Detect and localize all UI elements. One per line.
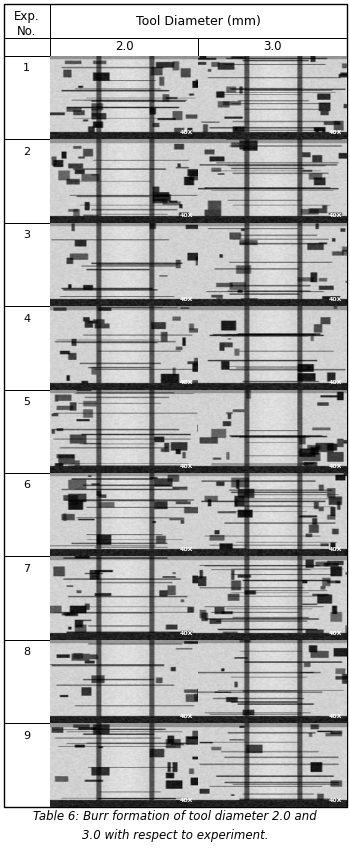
Bar [50,640,198,723]
Text: Table 6: Burr formation of tool diameter 2.0 and: Table 6: Burr formation of tool diameter… [33,810,317,823]
Bar [50,55,198,139]
Bar [4,723,50,807]
Bar [50,139,198,222]
Text: 3.0 with respect to experiment.: 3.0 with respect to experiment. [82,829,268,842]
Bar [198,55,346,139]
Bar [50,556,198,640]
Bar [198,640,346,723]
Bar [198,306,346,389]
Bar [198,38,346,55]
Bar [198,389,346,473]
Text: 1: 1 [23,63,30,73]
Text: 3: 3 [23,230,30,240]
Bar [50,473,198,556]
Text: 9: 9 [23,731,30,741]
Bar [4,139,50,222]
Bar [50,389,198,473]
Text: Exp.: Exp. [14,9,40,22]
Text: Tool Diameter (mm): Tool Diameter (mm) [136,14,261,27]
Text: 4: 4 [23,314,30,324]
Bar [50,4,346,38]
Text: 6: 6 [23,481,30,491]
Bar [198,222,346,306]
Bar [4,556,50,640]
Text: 8: 8 [23,648,30,658]
Text: 2: 2 [23,147,30,157]
Bar [4,222,50,306]
Bar [50,38,198,55]
Bar [4,4,50,38]
Bar [4,55,50,139]
Text: No.: No. [17,25,36,37]
Text: 7: 7 [23,564,30,574]
Bar [4,38,50,55]
Bar [4,306,50,389]
Bar [198,556,346,640]
Text: 3.0: 3.0 [263,40,282,54]
Bar [4,640,50,723]
Bar [4,389,50,473]
Bar [50,723,198,807]
Bar [198,139,346,222]
Bar [50,222,198,306]
Bar [198,473,346,556]
Bar [4,473,50,556]
Text: 5: 5 [23,397,30,407]
Bar [198,723,346,807]
Text: 2.0: 2.0 [115,40,133,54]
Bar [50,306,198,389]
